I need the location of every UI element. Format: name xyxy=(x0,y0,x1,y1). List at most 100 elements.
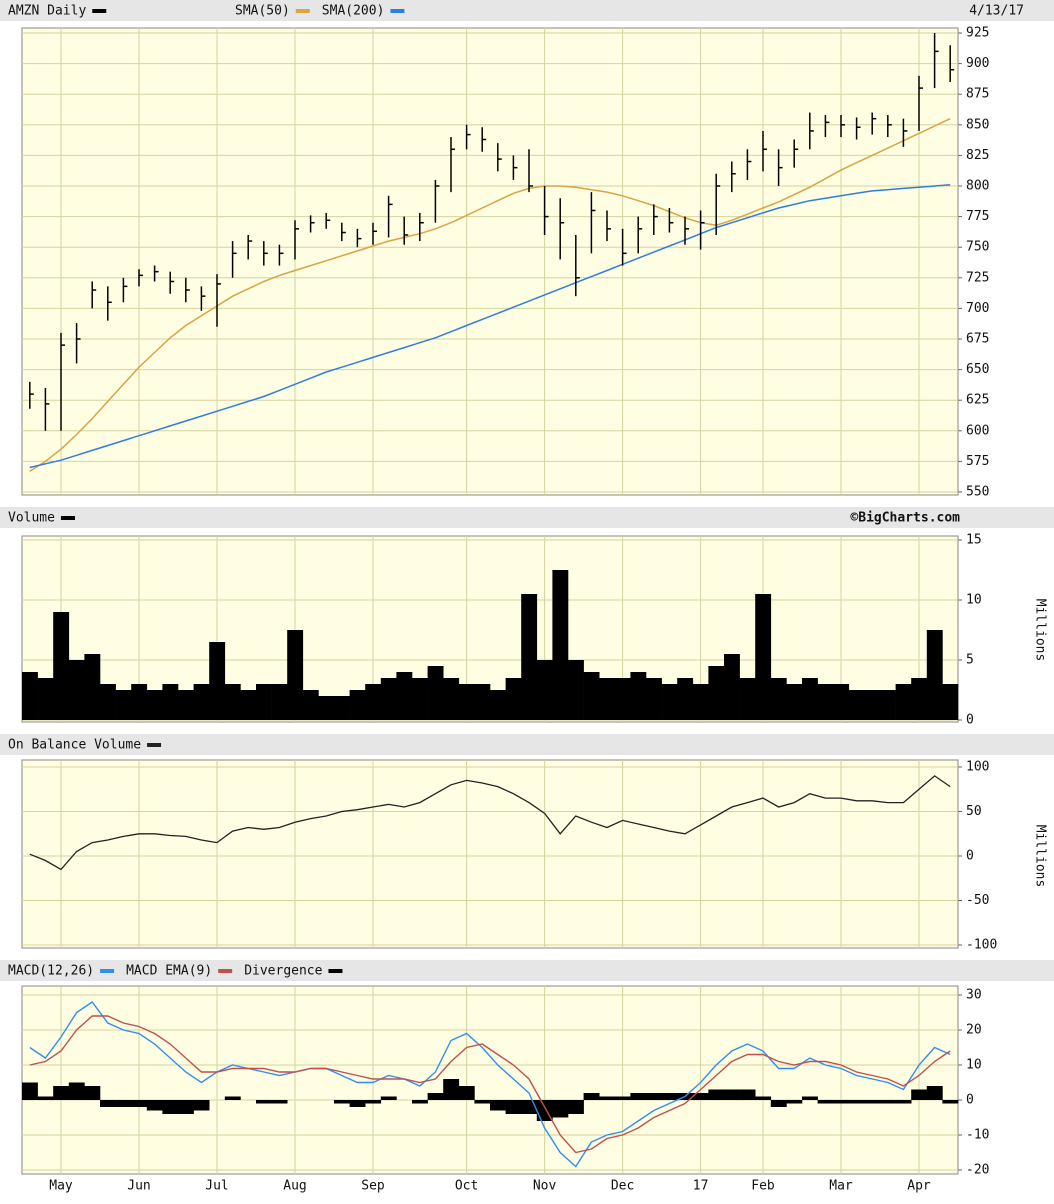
y-tick-label: 50 xyxy=(966,804,982,819)
credit: ©BigCharts.com xyxy=(850,511,960,526)
y-tick-label: 0 xyxy=(966,1093,974,1108)
volume-bar xyxy=(583,672,600,720)
y-tick-label: -100 xyxy=(966,938,997,953)
y-tick-label: 650 xyxy=(966,362,989,377)
volume-bar xyxy=(193,684,210,720)
volume-bar xyxy=(178,690,194,720)
volume-bar xyxy=(365,684,382,720)
volume-bar xyxy=(724,654,740,720)
divergence-bar xyxy=(349,1100,366,1107)
x-tick-label: May xyxy=(49,1179,73,1194)
volume-bar xyxy=(53,612,70,720)
divergence-bar xyxy=(786,1100,803,1104)
y-tick-label: 800 xyxy=(966,179,989,194)
volume-bar xyxy=(100,684,116,720)
legend-label: MACD EMA(9) xyxy=(126,964,212,979)
panel-header xyxy=(0,960,1054,981)
volume-bar xyxy=(755,594,772,720)
y-tick-label: 775 xyxy=(966,209,989,224)
volume-bar xyxy=(474,684,491,720)
y-tick-label: 550 xyxy=(966,485,989,500)
divergence-bar xyxy=(490,1100,506,1111)
y-tick-label: 925 xyxy=(966,26,989,41)
y-tick-label: 575 xyxy=(966,454,989,469)
y-tick-label: 100 xyxy=(966,760,989,775)
legend-label: AMZN Daily xyxy=(8,4,86,19)
legend-swatch xyxy=(390,9,405,13)
obv-line xyxy=(29,775,951,871)
volume-bar xyxy=(131,684,148,720)
volume-bar xyxy=(942,684,959,720)
legend-label: On Balance Volume xyxy=(8,738,141,753)
x-tick-label: Mar xyxy=(829,1179,853,1194)
x-tick-label: Sep xyxy=(361,1179,385,1194)
volume-bar xyxy=(802,678,818,720)
legend-swatch xyxy=(328,969,343,973)
volume-bar xyxy=(37,678,54,720)
divergence-bar xyxy=(412,1100,428,1104)
legend-label: SMA(200) xyxy=(322,4,385,19)
divergence-bar xyxy=(630,1093,647,1100)
x-tick-label: Dec xyxy=(611,1179,634,1194)
y-tick-label: 30 xyxy=(966,988,982,1003)
divergence-bar xyxy=(115,1100,132,1107)
volume-bar xyxy=(614,678,631,720)
divergence-bar xyxy=(22,1082,38,1100)
plot-area xyxy=(21,759,959,949)
sma-line xyxy=(29,184,951,469)
y-tick-label: 750 xyxy=(966,240,989,255)
divergence-bar xyxy=(365,1100,382,1104)
divergence-bar xyxy=(178,1100,194,1114)
volume-bar xyxy=(271,684,288,720)
divergence-bar xyxy=(131,1100,148,1107)
volume-bar xyxy=(770,678,787,720)
sma-line xyxy=(29,118,951,472)
legend-swatch xyxy=(92,9,107,13)
volume-bar xyxy=(115,690,132,720)
y-tick-label: 5 xyxy=(966,653,974,668)
divergence-bar xyxy=(427,1093,444,1100)
volume-bar xyxy=(302,690,319,720)
divergence-bar xyxy=(942,1100,959,1104)
volume-bar xyxy=(599,678,616,720)
x-tick-label: Oct xyxy=(455,1179,478,1194)
y-tick-label: 10 xyxy=(966,593,982,608)
volume-bar xyxy=(646,678,662,720)
y-tick-label: -50 xyxy=(966,893,989,908)
divergence-bar xyxy=(256,1100,272,1104)
divergence-bar xyxy=(37,1096,54,1100)
volume-bar xyxy=(864,690,881,720)
volume-bar xyxy=(536,660,553,720)
volume-bar xyxy=(68,660,85,720)
volume-bar xyxy=(84,654,101,720)
volume-bar xyxy=(427,666,444,720)
divergence-bar xyxy=(100,1100,116,1107)
divergence-bar xyxy=(833,1100,850,1104)
y-tick-label: 0 xyxy=(966,849,974,864)
divergence-bar xyxy=(864,1100,881,1104)
y-tick-label: 725 xyxy=(966,270,989,285)
volume-bar xyxy=(209,642,226,720)
divergence-bar xyxy=(708,1089,725,1100)
y-tick-label: -20 xyxy=(966,1163,989,1178)
panel-header xyxy=(0,734,1054,755)
divergence-bar xyxy=(661,1093,678,1100)
divergence-bar xyxy=(739,1089,756,1100)
volume-bar xyxy=(708,666,725,720)
x-tick-label: 17 xyxy=(693,1179,709,1194)
volume-bar xyxy=(677,678,694,720)
volume-bar xyxy=(911,678,928,720)
y-tick-label: 900 xyxy=(966,56,989,71)
volume-bar xyxy=(490,690,506,720)
divergence-bar xyxy=(162,1100,179,1114)
divergence-bar xyxy=(614,1096,631,1100)
volume-bar xyxy=(926,630,943,720)
divergence-bar xyxy=(895,1100,912,1104)
volume-bar xyxy=(162,684,179,720)
volume-bar xyxy=(146,690,163,720)
x-tick-label: Nov xyxy=(533,1179,557,1194)
legend-label: Divergence xyxy=(244,964,322,979)
divergence-bar xyxy=(271,1100,288,1104)
volume-bar xyxy=(22,672,38,720)
